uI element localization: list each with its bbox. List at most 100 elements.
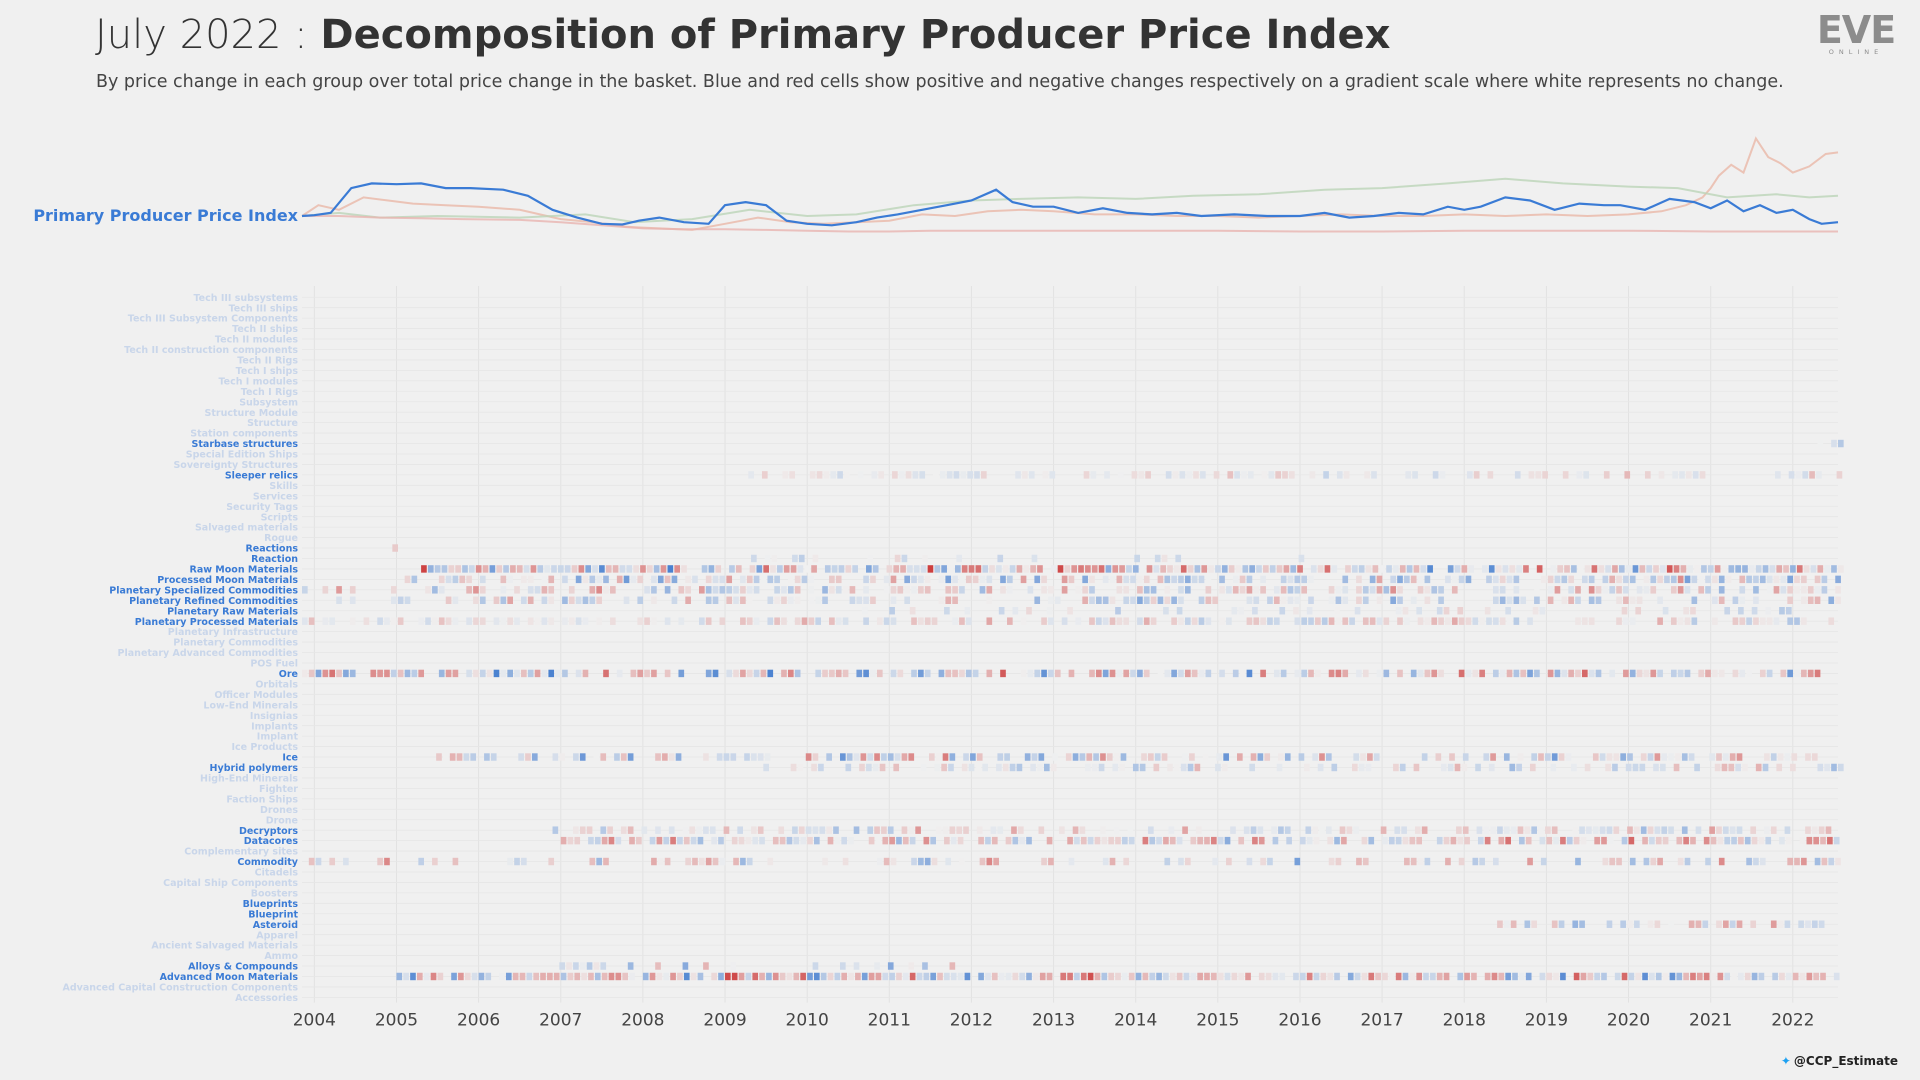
- heatmap-cell: [718, 836, 724, 845]
- heatmap-cell: [889, 836, 895, 845]
- heatmap-cell: [746, 617, 753, 625]
- heatmap-cell: [1728, 763, 1735, 772]
- heatmap-cell: [1675, 753, 1681, 761]
- heatmap-cell: [1157, 596, 1164, 604]
- heatmap-cell: [1057, 565, 1064, 573]
- heatmap-cell: [582, 596, 589, 604]
- heatmap-cell: [1773, 617, 1780, 625]
- heatmap-cell: [1027, 669, 1034, 678]
- heatmap-cell: [1198, 617, 1205, 625]
- heatmap-cell: [1224, 836, 1231, 845]
- heatmap-cell: [1037, 565, 1043, 573]
- heatmap-cell: [1026, 607, 1032, 615]
- heatmap-cell: [902, 972, 909, 981]
- heatmap-cell: [1413, 763, 1420, 772]
- heatmap-cell: [777, 565, 783, 573]
- heatmap-cell: [1677, 857, 1684, 866]
- heatmap-cell: [657, 575, 664, 584]
- heatmap-cell: [451, 972, 457, 981]
- heatmap-cell: [512, 972, 519, 981]
- heatmap-cell: [1684, 669, 1691, 678]
- heatmap-cell: [1482, 565, 1488, 573]
- heatmap-cell: [1759, 617, 1766, 625]
- heatmap-cell: [1011, 826, 1017, 834]
- heatmap-cell: [1465, 669, 1472, 678]
- heatmap-cell: [1765, 836, 1772, 845]
- heatmap-cell: [1260, 586, 1266, 594]
- heatmap-cell: [946, 471, 953, 479]
- heatmap-cell: [1550, 763, 1557, 772]
- heatmap-cell: [1551, 753, 1558, 761]
- heatmap-cell: [898, 471, 905, 479]
- heatmap-cell: [1438, 669, 1444, 678]
- heatmap-cell: [703, 753, 709, 761]
- heatmap-cell: [1724, 836, 1731, 845]
- heatmap-cell: [1406, 565, 1413, 573]
- heatmap-cell: [1226, 617, 1232, 625]
- heatmap-cell: [1738, 607, 1744, 615]
- heatmap-cell: [1817, 439, 1824, 448]
- heatmap-cell: [945, 669, 952, 678]
- heatmap-cell: [1290, 565, 1297, 573]
- heatmap-cell: [1245, 972, 1251, 981]
- heatmap-cell: [651, 575, 657, 584]
- heatmap-cell: [1486, 617, 1492, 625]
- heatmap-cell: [1242, 565, 1249, 573]
- heatmap-cell: [1212, 596, 1219, 604]
- heatmap-cell: [794, 669, 801, 678]
- heatmap-cell: [751, 826, 757, 834]
- heatmap-cell: [1175, 554, 1182, 563]
- heatmap-cell: [907, 565, 913, 573]
- heatmap-cell: [448, 565, 455, 573]
- heatmap-cell: [452, 575, 459, 584]
- heatmap-cell: [548, 617, 555, 625]
- heatmap-cell: [1505, 607, 1511, 615]
- heatmap-cell: [842, 857, 849, 866]
- heatmap-cell: [746, 575, 753, 584]
- heatmap-cell: [1554, 586, 1561, 594]
- heatmap-cell: [731, 972, 738, 981]
- heatmap-cell: [1091, 565, 1098, 573]
- heatmap-cell: [1476, 826, 1483, 834]
- heatmap-cell: [1119, 763, 1125, 772]
- twitter-credit[interactable]: ✦ @CCP_Estimate: [1781, 1054, 1898, 1068]
- heatmap-cell: [959, 586, 965, 594]
- x-tick-label: 2013: [1032, 1011, 1075, 1031]
- heatmap-cell: [1690, 607, 1696, 615]
- heatmap-cell: [574, 972, 581, 981]
- heatmap-row-label: Tech II Rigs: [237, 356, 298, 367]
- heatmap-cell: [815, 617, 822, 625]
- heatmap-cell: [499, 972, 505, 981]
- heatmap-cell: [794, 596, 801, 604]
- heatmap-cell: [589, 596, 596, 604]
- heatmap-cell: [1168, 826, 1175, 834]
- heatmap-cell: [425, 617, 431, 625]
- heatmap-cell: [1046, 836, 1053, 845]
- heatmap-cell: [1810, 565, 1817, 573]
- heatmap-cell: [601, 972, 608, 981]
- heatmap-cell: [746, 586, 753, 594]
- heatmap-cell: [1335, 617, 1342, 625]
- heatmap-cell: [1298, 554, 1305, 563]
- heatmap-cell: [1059, 826, 1065, 834]
- heatmap-cell: [1718, 669, 1725, 678]
- heatmap-cell: [1417, 617, 1424, 625]
- x-tick-label: 2018: [1443, 1011, 1486, 1031]
- heatmap-cell: [1395, 836, 1402, 845]
- heatmap-cell: [1197, 972, 1203, 981]
- heatmap-cell: [614, 753, 620, 761]
- heatmap-cell: [935, 826, 942, 834]
- heatmap-cell: [500, 575, 507, 584]
- heatmap-cell: [1031, 554, 1038, 563]
- heatmap-cell: [726, 596, 733, 604]
- heatmap-cell: [1362, 857, 1369, 866]
- heatmap-cell: [397, 617, 404, 625]
- heatmap-cell: [982, 763, 989, 772]
- heatmap-cell: [1335, 586, 1342, 594]
- heatmap-cell: [938, 575, 945, 584]
- heatmap-cell: [423, 972, 430, 981]
- heatmap-cell: [1710, 836, 1717, 845]
- heatmap-cell: [875, 836, 882, 845]
- heatmap-cell: [662, 753, 668, 761]
- heatmap-cell: [608, 836, 615, 845]
